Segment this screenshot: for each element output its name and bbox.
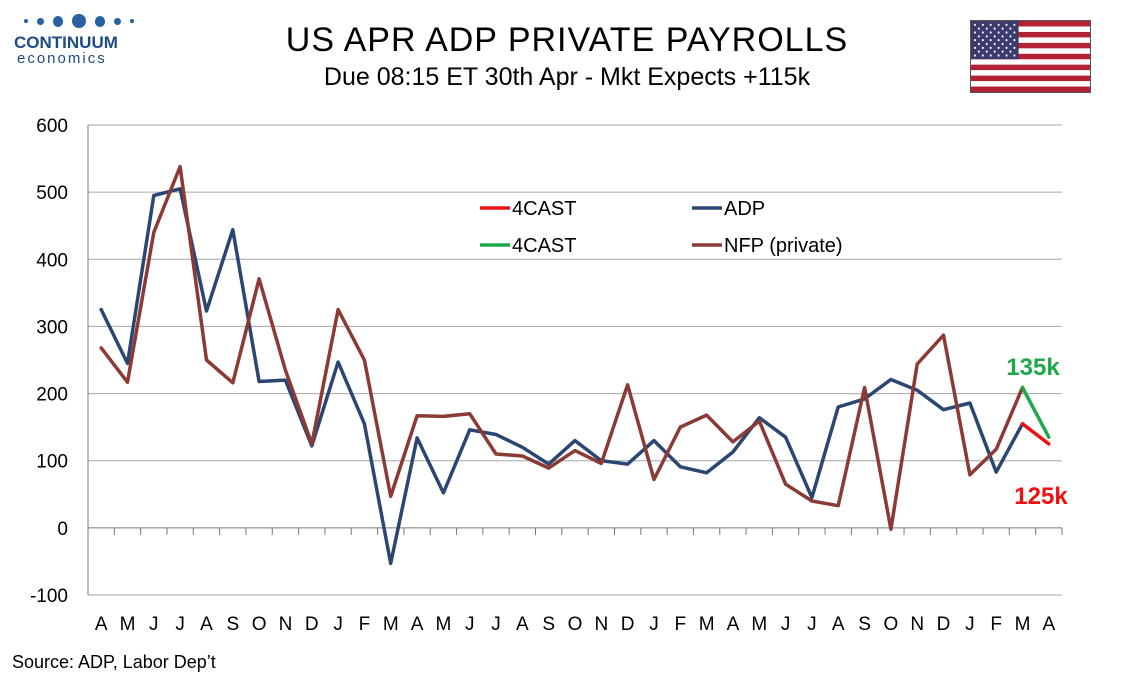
x-tick-label: O: [884, 614, 899, 635]
x-tick-label: D: [937, 614, 951, 635]
x-tick-label: M: [383, 614, 399, 635]
x-tick-label: J: [649, 614, 659, 635]
y-tick-label: 100: [36, 452, 68, 473]
x-tick-label: J: [333, 614, 343, 635]
x-tick-label: A: [411, 614, 424, 635]
x-tick-label: M: [751, 614, 767, 635]
x-tick-label: M: [699, 614, 715, 635]
x-tick-label: J: [175, 614, 185, 635]
gridlines: [88, 124, 1062, 596]
x-tick-label: J: [807, 614, 817, 635]
chart-title: US APR ADP PRIVATE PAYROLLS: [285, 21, 849, 59]
y-tick-label: 600: [36, 116, 68, 137]
series-line-adp: [99, 187, 1025, 566]
series-lines: [99, 164, 1051, 566]
x-tick-label: J: [781, 614, 791, 635]
y-tick-label: 200: [36, 385, 68, 406]
x-tick-label: J: [465, 614, 475, 635]
chart-subtitle: Due 08:15 ET 30th Apr - Mkt Expects +115…: [323, 63, 811, 91]
x-tick-label: S: [858, 614, 871, 635]
x-tick-label: M: [435, 614, 451, 635]
x-tick-label: D: [305, 614, 319, 635]
legend-item-4cast-green-label: 4CAST: [512, 235, 576, 257]
x-tick-label: J: [149, 614, 159, 635]
y-tick-label: 0: [57, 519, 68, 540]
y-tick-label: 500: [36, 183, 68, 204]
x-tick-label: N: [279, 614, 293, 635]
legend-item-nfp-private-label: NFP (private): [724, 235, 843, 257]
us-flag-icon: [970, 20, 1091, 93]
logo-dots-icon: [14, 14, 135, 28]
legend-item-4cast-red-label: 4CAST: [512, 198, 576, 220]
source-note: Source: ADP, Labor Dep’t: [12, 652, 216, 672]
x-tick-label: J: [491, 614, 501, 635]
y-tick-label: -100: [30, 586, 68, 607]
x-tick-label: S: [226, 614, 239, 635]
y-tick-label: 300: [36, 317, 68, 338]
x-tick-label: A: [516, 614, 529, 635]
y-tick-label: 400: [36, 250, 68, 271]
x-tick-label: O: [252, 614, 267, 635]
x-tick-label: M: [120, 614, 136, 635]
annotation-135k: 135k: [1006, 354, 1060, 381]
x-tick-label: O: [568, 614, 583, 635]
x-tick-label: S: [542, 614, 555, 635]
x-tick-label: A: [832, 614, 845, 635]
x-tick-label: F: [674, 614, 686, 635]
logo-name: CONTINUUM: [14, 33, 118, 52]
x-tick-label: A: [200, 614, 213, 635]
legend-item-adp-label: ADP: [724, 198, 765, 220]
legend: 4CAST ADP 4CAST NFP (private): [480, 198, 843, 257]
x-tick-label: N: [594, 614, 608, 635]
continuum-logo: CONTINUUM economics: [14, 14, 135, 74]
x-tick-label: A: [1042, 614, 1055, 635]
x-tick-label: M: [1015, 614, 1031, 635]
logo-subtitle: economics: [17, 50, 107, 67]
x-tick-label: F: [359, 614, 371, 635]
x-tick-label: J: [965, 614, 975, 635]
series-line-4cast-green: [1020, 385, 1051, 439]
x-tick-label: F: [990, 614, 1002, 635]
series-line-4cast-red: [1020, 422, 1051, 446]
x-tick-label: D: [621, 614, 635, 635]
x-tick-label: A: [95, 614, 108, 635]
annotation-125k: 125k: [1014, 483, 1068, 510]
x-tick-label: A: [727, 614, 740, 635]
series-line-nfp-private: [99, 164, 1025, 531]
x-tick-label: N: [910, 614, 924, 635]
